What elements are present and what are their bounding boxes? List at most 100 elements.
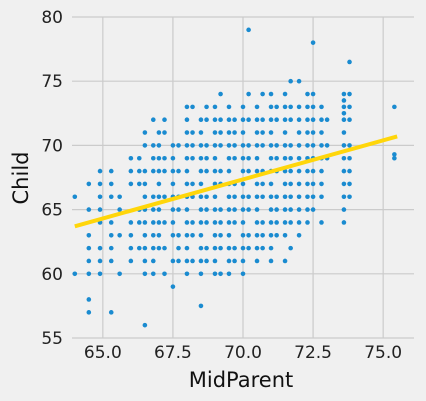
data-point <box>176 258 181 264</box>
data-point <box>218 220 223 225</box>
data-point <box>128 245 134 251</box>
data-point <box>97 168 103 174</box>
data-point <box>240 117 246 123</box>
data-point <box>198 181 204 187</box>
data-point <box>150 271 156 277</box>
data-point <box>128 155 134 161</box>
fit-line <box>74 134 398 229</box>
data-point <box>184 168 190 174</box>
data-point <box>226 271 232 277</box>
data-point <box>246 27 251 33</box>
data-point <box>246 91 251 97</box>
data-point <box>226 258 232 264</box>
data-point <box>341 111 347 116</box>
data-point <box>268 220 274 225</box>
data-point <box>198 117 204 123</box>
data-point <box>184 207 190 212</box>
data-point <box>347 59 352 65</box>
data-point <box>150 207 156 212</box>
data-point <box>218 232 223 238</box>
x-axis-ticks: 65.0 67.5 70.0 72.5 75.0 <box>84 343 402 363</box>
data-point <box>142 181 148 187</box>
x-tick-label: 67.5 <box>154 343 192 363</box>
data-point <box>305 181 310 187</box>
data-point <box>170 155 176 161</box>
data-point <box>260 245 265 251</box>
data-point <box>246 194 251 200</box>
data-point <box>319 130 324 135</box>
data-point <box>226 168 232 174</box>
data-point <box>128 181 134 187</box>
data-point <box>232 194 237 200</box>
data-point <box>218 271 223 277</box>
data-point <box>198 245 204 251</box>
data-point <box>288 143 293 148</box>
data-point <box>282 258 288 264</box>
data-point <box>142 245 148 251</box>
data-point <box>226 104 232 110</box>
data-point <box>310 130 316 135</box>
data-point <box>305 91 310 97</box>
data-point <box>232 220 237 225</box>
data-point <box>282 207 288 212</box>
data-point <box>184 130 190 135</box>
data-point <box>392 104 397 110</box>
data-point <box>198 130 204 135</box>
data-point <box>170 143 176 148</box>
data-point <box>305 117 310 123</box>
data-point <box>260 130 265 135</box>
data-point <box>108 232 114 238</box>
data-point <box>288 181 293 187</box>
data-point <box>212 194 218 200</box>
data-point <box>212 168 218 174</box>
data-point <box>310 91 316 97</box>
data-point <box>341 194 347 200</box>
data-point <box>86 181 92 187</box>
data-point <box>184 143 190 148</box>
data-point <box>142 143 148 148</box>
data-point <box>246 207 251 212</box>
data-point <box>232 258 237 264</box>
data-point <box>296 194 302 200</box>
data-point <box>204 104 209 110</box>
data-point <box>310 143 316 148</box>
data-point <box>218 130 223 135</box>
data-point <box>296 207 302 212</box>
data-point <box>268 104 274 110</box>
data-point <box>198 207 204 212</box>
data-point <box>184 258 190 264</box>
data-point <box>240 245 246 251</box>
data-point <box>226 194 232 200</box>
data-point <box>240 155 246 161</box>
data-point <box>260 143 265 148</box>
data-point <box>156 181 162 187</box>
data-point <box>117 194 122 200</box>
data-point <box>268 194 274 200</box>
data-point <box>97 245 103 251</box>
data-point <box>232 117 237 123</box>
data-point <box>136 168 142 174</box>
data-point <box>198 258 204 264</box>
data-point <box>305 194 310 200</box>
data-point <box>260 232 265 238</box>
data-point <box>282 91 288 97</box>
data-point <box>142 220 148 225</box>
data-point <box>319 194 324 200</box>
data-point <box>184 155 190 161</box>
data-point <box>240 207 246 212</box>
data-point <box>212 232 218 238</box>
data-point <box>184 181 190 187</box>
data-point <box>184 104 190 110</box>
data-point <box>341 104 347 110</box>
data-point <box>347 143 352 148</box>
data-point <box>128 220 134 225</box>
x-tick-label: 70.0 <box>224 343 262 363</box>
data-point <box>246 245 251 251</box>
data-point <box>341 220 347 225</box>
data-point <box>310 104 316 110</box>
data-point <box>86 297 92 302</box>
data-point <box>156 232 162 238</box>
data-point <box>108 194 114 200</box>
data-point <box>254 117 260 123</box>
